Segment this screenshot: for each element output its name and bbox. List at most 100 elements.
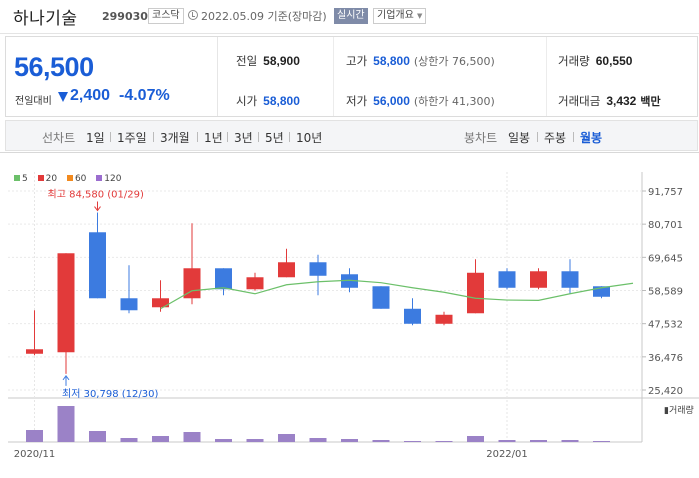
- candle-body: [593, 286, 610, 297]
- volume-bar: [435, 441, 453, 442]
- volume-bar: [215, 439, 232, 442]
- volume-bar: [120, 438, 138, 442]
- current-price: 56,500: [14, 52, 94, 82]
- candle-body: [152, 298, 169, 308]
- volume-bar: [246, 439, 264, 442]
- divider: [197, 132, 198, 142]
- divider: [546, 37, 547, 116]
- y-tick-label: 36,476: [648, 353, 683, 364]
- volume-bar: [309, 438, 327, 442]
- low-annotation: 최저 30,798 (12/30): [62, 388, 158, 400]
- candle-chart-label: 봉차트: [464, 131, 498, 145]
- current-price-panel: 56,500 전일대비 2,400 -4.07%: [6, 37, 218, 116]
- candle-body: [530, 271, 547, 288]
- stock-code: 299030: [102, 10, 148, 23]
- period-3y[interactable]: 3년: [234, 131, 253, 145]
- volume-bar: [152, 436, 169, 442]
- clock-icon: [188, 10, 198, 20]
- amount-label: 거래대금: [558, 94, 601, 108]
- low-arrow-head: [62, 375, 70, 381]
- candle-body: [372, 286, 390, 309]
- divider: [153, 132, 154, 142]
- stock-header: 하나기술 299030 코스닥 2022.05.09 기준(장마감) 실시간 기…: [0, 0, 699, 34]
- candle-body: [246, 277, 264, 290]
- amount-value: 3,432: [606, 94, 637, 108]
- candle-body: [89, 232, 106, 299]
- volume: 거래량 60,550: [558, 53, 632, 69]
- chevron-down-icon: ▼: [417, 12, 423, 20]
- high-price: 고가 58,800 (상한가 76,500): [346, 53, 495, 69]
- volume-bar: [372, 440, 390, 442]
- volume-label: ▮거래량: [664, 404, 694, 416]
- legend-ma20: 20: [37, 174, 57, 184]
- period-10y[interactable]: 10년: [296, 131, 323, 145]
- y-tick-label: 69,645: [648, 253, 683, 264]
- candle-body: [435, 314, 453, 324]
- upper-limit: (상한가 76,500): [413, 55, 495, 68]
- y-tick-label: 58,589: [648, 287, 683, 298]
- open-label: 시가: [236, 94, 258, 108]
- y-tick-label: 91,757: [648, 187, 683, 198]
- chart-legend: 5 20 60 120: [14, 174, 128, 184]
- volume-bar: [89, 431, 106, 442]
- x-tick-label: 2022/01: [486, 449, 528, 460]
- candle-monthly[interactable]: 월봉: [580, 131, 603, 145]
- candle-body: [120, 298, 138, 311]
- low-value: 56,000: [373, 94, 410, 108]
- volume-bar: [467, 436, 484, 442]
- company-overview-dropdown[interactable]: 기업개요 ▼: [373, 8, 427, 24]
- candle-body: [498, 271, 516, 288]
- candle-body: [278, 262, 295, 278]
- open-price: 시가 58,800: [236, 93, 300, 109]
- period-5y[interactable]: 5년: [265, 131, 284, 145]
- volume-bar: [561, 440, 579, 442]
- divider: [537, 132, 538, 142]
- candle-body: [404, 308, 421, 324]
- volume-bar: [278, 434, 295, 442]
- price-change-percent: -4.07%: [119, 87, 170, 104]
- candle-body: [215, 268, 232, 290]
- company-overview-label: 기업개요: [377, 10, 414, 21]
- legend-ma60: 60: [66, 174, 86, 184]
- candle-daily[interactable]: 일봉: [508, 131, 531, 145]
- x-tick-label: 2020/11: [14, 449, 56, 460]
- stock-chart: 5 20 60 120 91,757 80,701 69,645 58,589 47,5…: [0, 152, 699, 478]
- low-label: 저가: [346, 94, 368, 108]
- prev-close-label: 전일: [236, 54, 258, 68]
- high-label: 고가: [346, 54, 368, 68]
- low-price: 저가 56,000 (하한가 41,300): [346, 93, 495, 109]
- candle-body: [309, 262, 327, 276]
- volume-bar: [530, 440, 547, 442]
- divider: [110, 132, 111, 142]
- y-tick-label: 80,701: [648, 220, 683, 231]
- period-1w[interactable]: 1주일: [117, 131, 147, 145]
- period-3m[interactable]: 3개월: [160, 131, 190, 145]
- volume-bar: [593, 441, 610, 442]
- candle-body: [467, 272, 484, 314]
- volume-bar: [341, 439, 358, 442]
- period-1y[interactable]: 1년: [204, 131, 223, 145]
- divider: [258, 132, 259, 142]
- candle-weekly[interactable]: 주봉: [544, 131, 567, 145]
- high-arrow-head: [94, 206, 101, 212]
- candle-body: [26, 349, 43, 354]
- candle-body: [57, 253, 75, 353]
- divider: [227, 132, 228, 142]
- period-1d[interactable]: 1일: [86, 131, 105, 145]
- trade-amount: 거래대금 3,432 백만: [558, 93, 661, 109]
- high-value: 58,800: [373, 54, 410, 68]
- high-annotation: 최고 84,580 (01/29): [48, 189, 144, 201]
- stock-name: 하나기술: [13, 9, 78, 29]
- price-summary: 56,500 전일대비 2,400 -4.07% 전일 58,900 고가 58,8…: [5, 36, 698, 117]
- candle-body: [341, 274, 358, 288]
- divider: [289, 132, 290, 142]
- volume-value: 60,550: [595, 54, 633, 68]
- candlestick-plot: 91,757 80,701 69,645 58,589 47,532 36,476 25,4…: [0, 152, 699, 460]
- divider: [333, 37, 334, 116]
- market-badge: 코스닥: [148, 8, 184, 24]
- legend-ma5: 5: [14, 174, 28, 184]
- chart-period-bar: 선차트 1일 1주일 3개월 1년 3년 5년 10년 봉차트 일봉 주봉 월봉: [5, 120, 698, 151]
- price-change: 2,400: [70, 87, 111, 104]
- change-label: 전일대비: [15, 96, 52, 107]
- realtime-button[interactable]: 실시간: [334, 8, 368, 24]
